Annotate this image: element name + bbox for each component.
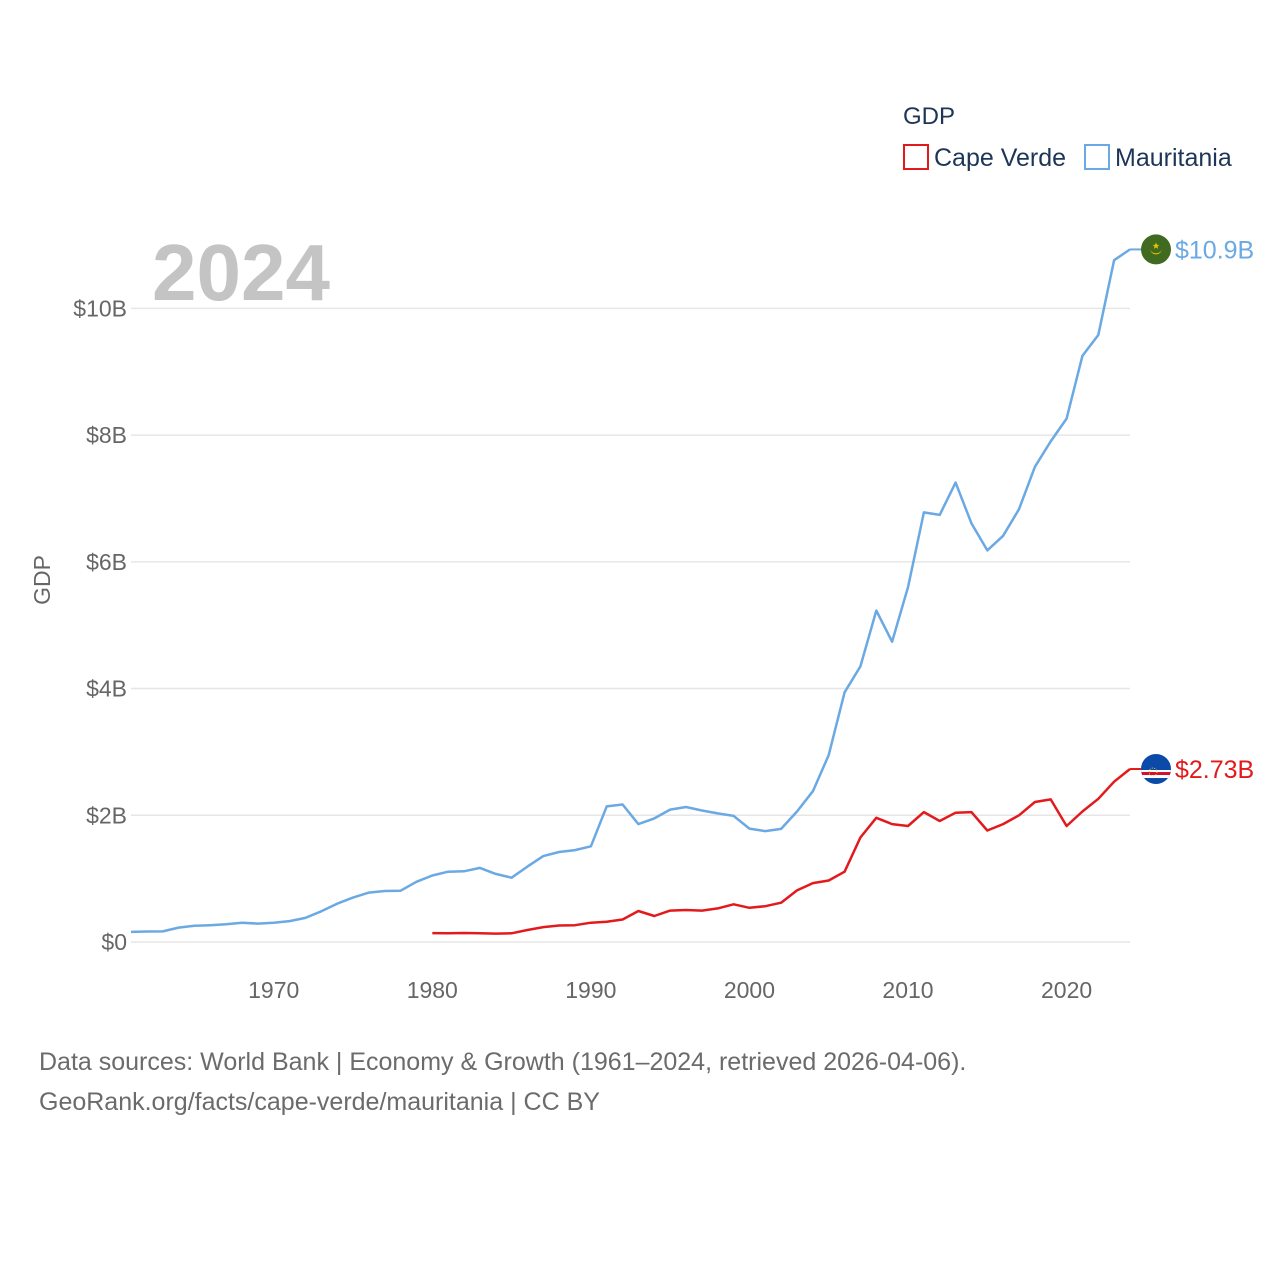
x-tick-label: 2000 bbox=[724, 977, 775, 1003]
y-tick-label: $0 bbox=[101, 929, 127, 955]
x-tick-label: 1970 bbox=[248, 977, 299, 1003]
end-value-label-mauritania: $10.9B bbox=[1175, 236, 1254, 264]
end-value-label-cape-verde: $2.73B bbox=[1175, 756, 1254, 784]
grid-lines bbox=[131, 307, 1130, 943]
y-tick-label: $2B bbox=[86, 802, 127, 828]
legend-title: GDP bbox=[903, 103, 955, 130]
y-tick-label: $8B bbox=[86, 422, 127, 448]
legend-item-cape-verde[interactable]: Cape Verde bbox=[903, 144, 1066, 172]
x-axis-ticks: 1970 1980 1990 2000 2010 2020 bbox=[248, 977, 1092, 1003]
legend-label-cape-verde: Cape Verde bbox=[934, 144, 1066, 172]
x-tick-label: 2020 bbox=[1041, 977, 1092, 1003]
y-tick-label: $10B bbox=[73, 295, 127, 321]
source-caption: Data sources: World Bank | Economy & Gro… bbox=[39, 1042, 966, 1122]
legend: GDP Cape Verde Mauritania bbox=[903, 103, 1232, 172]
series-line-cape-verde bbox=[432, 768, 1131, 935]
mauritania-flag-icon bbox=[1141, 234, 1171, 265]
gdp-line-chart: $0 $2B $4B $6B $8B $10B 1970 1980 1990 2000 2010 2… bbox=[29, 103, 1254, 1003]
legend-swatch-cape-verde bbox=[903, 144, 929, 170]
legend-swatch-mauritania bbox=[1084, 144, 1110, 170]
x-tick-label: 1990 bbox=[565, 977, 616, 1003]
source-line-2: GeoRank.org/facts/cape-verde/mauritania … bbox=[39, 1088, 600, 1116]
year-label: 2024 bbox=[152, 228, 330, 317]
series-line-mauritania bbox=[130, 248, 1131, 934]
y-axis-ticks: $0 $2B $4B $6B $8B $10B bbox=[73, 295, 127, 955]
cape-verde-flag-icon bbox=[1141, 754, 1171, 785]
legend-label-mauritania: Mauritania bbox=[1115, 144, 1232, 172]
source-line-1: Data sources: World Bank | Economy & Gro… bbox=[39, 1048, 967, 1076]
x-tick-label: 1980 bbox=[407, 977, 458, 1003]
series-lines bbox=[130, 248, 1141, 935]
y-axis-label: GDP bbox=[29, 555, 55, 605]
legend-item-mauritania[interactable]: Mauritania bbox=[1084, 144, 1232, 172]
y-tick-label: $4B bbox=[86, 676, 127, 702]
x-tick-label: 2010 bbox=[882, 977, 933, 1003]
y-tick-label: $6B bbox=[86, 549, 127, 575]
